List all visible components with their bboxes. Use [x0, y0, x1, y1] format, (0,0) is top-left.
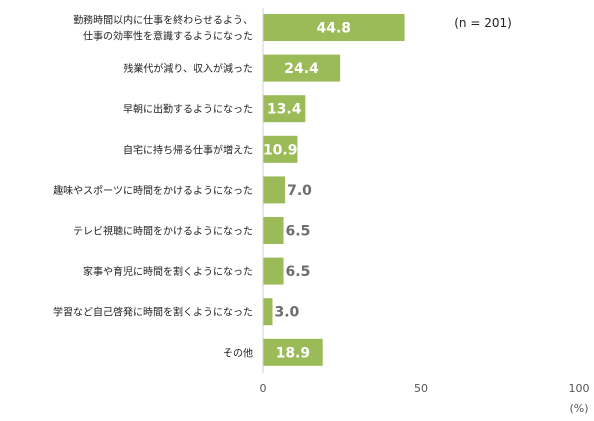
- x-axis-ticks: 0 50 100: [260, 382, 590, 395]
- data-label: 24.4: [284, 61, 319, 77]
- bar: [263, 298, 273, 326]
- category-label: その他: [223, 346, 253, 359]
- category-label: 勤務時間以内に仕事を終わらせるよう、: [73, 14, 253, 27]
- data-label: 44.8: [317, 21, 352, 37]
- category-label: 自宅に持ち帰る仕事が増えた: [123, 143, 253, 156]
- bar: [263, 338, 323, 366]
- category-label: 早朝に出勤するようになった: [123, 103, 253, 116]
- sample-size-note: (n = 201): [454, 16, 512, 30]
- data-label: 13.4: [267, 102, 302, 118]
- data-label: 3.0: [274, 305, 299, 321]
- bar: [263, 257, 284, 285]
- category-labels: 勤務時間以内に仕事を終わらせるよう、仕事の効率性を意識するようになった残業代が減…: [53, 14, 253, 360]
- bar: [263, 135, 298, 163]
- bar: [263, 14, 405, 41]
- category-label: 残業代が減り、収入が減った: [123, 62, 253, 75]
- bar: [263, 54, 341, 82]
- bars: 44.8 24.4 13.4 10.9 7.0 6.5 6.5 3.0 18.9: [263, 14, 405, 366]
- category-label: テレビ視聴に時間をかけるようになった: [73, 225, 253, 238]
- category-label: 仕事の効率性を意識するようになった: [83, 30, 253, 43]
- data-label: 6.5: [286, 264, 311, 280]
- bar: [263, 95, 306, 123]
- bar: [263, 217, 284, 244]
- data-label: 7.0: [287, 183, 312, 199]
- x-tick-label: 50: [414, 382, 428, 395]
- data-label: 6.5: [286, 224, 311, 240]
- x-tick-label: 100: [569, 382, 590, 395]
- category-label: 家事や育児に時間を割くようになった: [83, 265, 253, 278]
- data-label: 10.9: [263, 142, 298, 158]
- category-label: 学習など自己啓発に時間を割くようになった: [53, 306, 253, 319]
- unit-label: (%): [569, 402, 588, 415]
- bar: [263, 176, 286, 204]
- x-tick-label: 0: [260, 382, 267, 395]
- category-label: 趣味やスポーツに時間をかけるようになった: [53, 184, 253, 197]
- data-label: 18.9: [276, 345, 311, 361]
